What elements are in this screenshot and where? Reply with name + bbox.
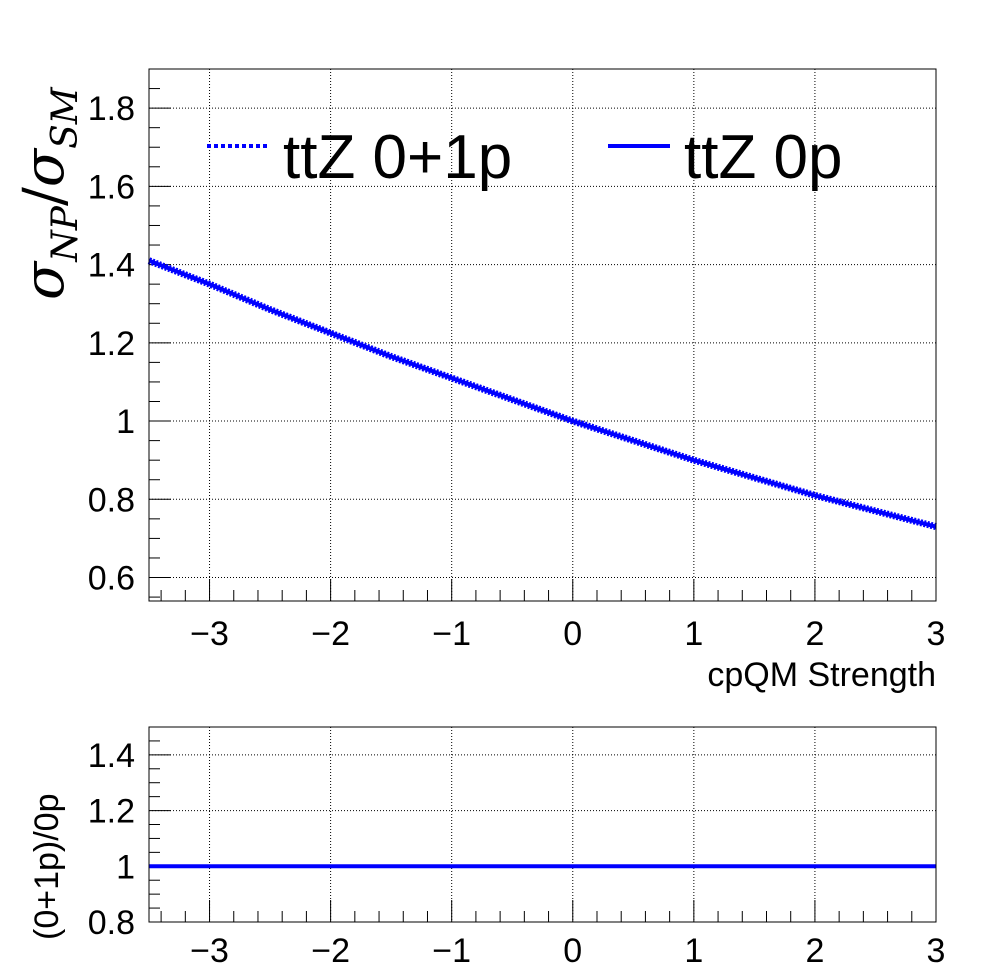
ratio-axis-title: (0+1p)/0p <box>28 794 66 941</box>
bottom-tick-labels: −3 −2 −1 0 1 2 3 0.8 1 1.2 1.4 <box>88 737 946 970</box>
y-title-np-subscript: NP <box>45 205 86 263</box>
bottom-x-tick-label: 1 <box>684 932 703 970</box>
top-y-tick-label: 0.6 <box>88 560 135 598</box>
top-grid <box>149 69 937 601</box>
bottom-y-tick-label: 1 <box>116 848 135 886</box>
top-y-tick-label: 1.6 <box>88 168 135 206</box>
top-x-tick-label: −1 <box>432 615 471 653</box>
bottom-x-tick-label: 3 <box>927 932 946 970</box>
legend-label-0p1p: ttZ 0+1p <box>283 123 512 192</box>
y-title-sm-subscript: SM <box>45 86 86 149</box>
top-tick-labels: −3 −2 −1 0 1 2 3 0.6 0.8 1 1.2 1.4 1.6 1.8 <box>88 90 946 653</box>
y-axis-title: σNP/σSM <box>12 86 86 300</box>
svg-text:σNP/σSM: σNP/σSM <box>12 86 86 300</box>
bottom-y-tick-label: 1.2 <box>88 793 135 831</box>
y-title-sigma-sm: σ <box>12 147 77 187</box>
top-series-0 <box>147 257 937 531</box>
top-plot-frame <box>148 68 937 602</box>
x-axis-title: cpQM Strength <box>707 656 936 694</box>
top-y-tick-label: 1.4 <box>88 247 135 285</box>
legend-label-0p: ttZ 0p <box>684 123 843 192</box>
top-x-tick-label: 1 <box>684 615 703 653</box>
bottom-x-tick-label: −1 <box>432 932 471 970</box>
top-y-tick-label: 1.2 <box>88 325 135 363</box>
top-x-tick-label: −2 <box>311 615 350 653</box>
top-x-tick-label: 2 <box>805 615 824 653</box>
top-x-tick-label: 0 <box>563 615 582 653</box>
top-series <box>147 257 937 531</box>
bottom-y-tick-label: 1.4 <box>88 737 135 775</box>
bottom-x-tick-label: 0 <box>563 932 582 970</box>
top-x-tick-label: 3 <box>927 615 946 653</box>
bottom-ticks <box>149 726 937 923</box>
bottom-x-tick-label: −3 <box>190 932 229 970</box>
bottom-x-tick-label: −2 <box>311 932 350 970</box>
top-ticks <box>149 68 937 601</box>
y-title-slash: / <box>12 187 77 206</box>
top-series-1 <box>148 258 937 529</box>
top-y-tick-label: 1 <box>116 403 135 441</box>
bottom-grid <box>149 727 937 923</box>
top-x-tick-label: −3 <box>190 615 229 653</box>
bottom-y-tick-label: 0.8 <box>88 904 135 942</box>
y-title-sigma-np: σ <box>12 260 77 300</box>
bottom-plot-frame <box>148 726 937 923</box>
bottom-x-tick-label: 2 <box>805 932 824 970</box>
legend: ttZ 0+1p ttZ 0p <box>207 123 843 192</box>
top-y-tick-label: 1.8 <box>88 90 135 128</box>
top-y-tick-label: 0.8 <box>88 481 135 519</box>
